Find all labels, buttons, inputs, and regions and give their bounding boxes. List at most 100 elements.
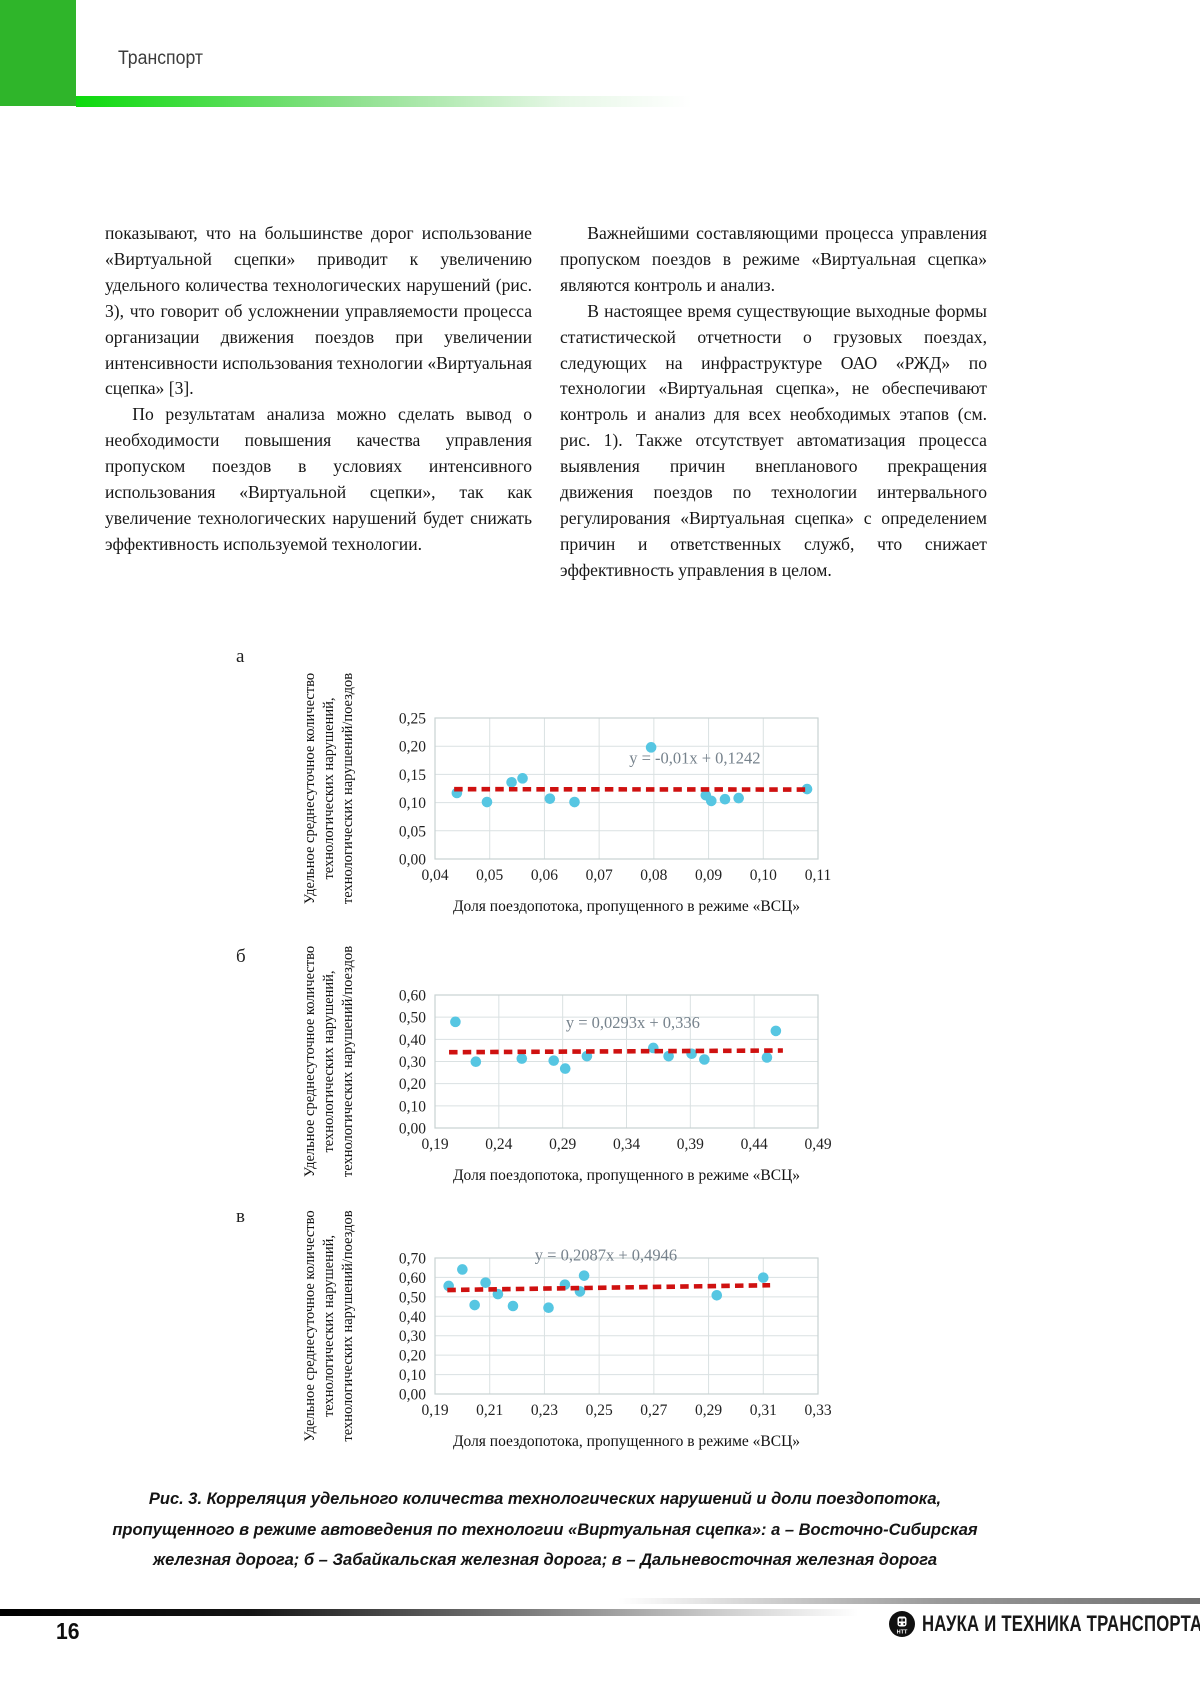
- x-tick-label: 0,27: [640, 1402, 667, 1419]
- data-point: [645, 742, 657, 753]
- scatter-chart-в: 0,19 0,21 0,23 0,25 0,27 0,29 0,31 0,33 0,00 0,10…: [302, 1210, 832, 1450]
- x-tick-label: 0,06: [531, 867, 558, 884]
- y-tick-label: 0,30: [399, 1328, 426, 1345]
- header-green-block: [0, 0, 76, 106]
- x-tick-label: 0,31: [750, 1402, 777, 1419]
- text-column-left: показывают, что на большинстве дорог исп…: [105, 221, 532, 584]
- y-axis-title-line: Удельное среднесуточное количество: [302, 673, 318, 904]
- data-point: [757, 1272, 769, 1283]
- trend-equation: y = 0,2087x + 0,4946: [535, 1245, 677, 1264]
- x-tick-label: 0,11: [805, 867, 832, 884]
- footer-rule-main: [0, 1609, 885, 1616]
- text-column-right: Важнейшими составляющими процесса управл…: [560, 221, 987, 584]
- y-tick-label: 0,10: [399, 1367, 426, 1384]
- data-point: [450, 1016, 461, 1028]
- x-tick-label: 0,04: [421, 867, 448, 884]
- y-tick-label: 0,40: [399, 1309, 426, 1326]
- data-point: [578, 1270, 590, 1281]
- y-axis-title-line: технологических нарушений/поездов: [340, 1210, 356, 1441]
- page-number: 16: [56, 1618, 80, 1644]
- y-tick-label: 0,10: [399, 1098, 426, 1115]
- y-tick-label: 0,70: [399, 1251, 426, 1268]
- x-tick-label: 0,49: [804, 1136, 831, 1153]
- y-tick-label: 0,30: [399, 1054, 426, 1071]
- data-point: [559, 1063, 571, 1074]
- data-point: [719, 793, 731, 805]
- y-tick-label: 0,50: [399, 1289, 426, 1306]
- data-point: [548, 1055, 560, 1066]
- y-tick-label: 0,25: [399, 711, 426, 728]
- data-point: [761, 1052, 773, 1063]
- panel-label-b: б: [236, 946, 246, 967]
- y-tick-label: 0,60: [399, 988, 426, 1005]
- y-axis-title-line: технологических нарушений/поездов: [340, 673, 356, 904]
- y-tick-label: 0,40: [399, 1032, 426, 1049]
- header-gradient-bar: [76, 96, 724, 107]
- x-tick-label: 0,33: [804, 1402, 831, 1419]
- x-tick-label: 0,07: [586, 867, 613, 884]
- panel-label-a: а: [236, 646, 245, 667]
- data-point: [480, 1277, 491, 1288]
- y-tick-label: 0,05: [399, 823, 426, 840]
- data-point: [469, 1299, 480, 1311]
- y-tick-label: 0,15: [399, 767, 426, 784]
- footer-rule-top: [618, 1598, 1200, 1604]
- y-axis-title-line: Удельное среднесуточное количество: [302, 1210, 318, 1441]
- x-tick-label: 0,10: [750, 867, 777, 884]
- x-tick-label: 0,09: [695, 867, 722, 884]
- journal-brand: НТТ НАУКА И ТЕХНИКА ТРАНСПОРТА: [888, 1610, 1200, 1638]
- data-point: [699, 1054, 710, 1065]
- paragraph: показывают, что на большинстве дорог исп…: [105, 223, 532, 399]
- data-point: [507, 1300, 519, 1312]
- x-tick-label: 0,44: [741, 1136, 768, 1153]
- y-axis-title-line: технологических нарушений,: [321, 1235, 337, 1417]
- y-tick-label: 0,20: [399, 1348, 426, 1365]
- plot-border: [434, 717, 819, 860]
- x-tick-label: 0,21: [476, 1402, 503, 1419]
- x-axis-title: Доля поездопотока, пропущенного в режиме…: [453, 898, 800, 915]
- ntt-logo-text: НТТ: [897, 1630, 908, 1636]
- scatter-chart-б: 0,19 0,24 0,29 0,34 0,39 0,44 0,49 0,00 0,10 0,20…: [302, 946, 832, 1184]
- trend-equation: y = -0,01x + 0,1242: [629, 749, 760, 768]
- y-tick-label: 0,00: [399, 1387, 426, 1404]
- plot-border: [434, 994, 819, 1129]
- ntt-logo-icon: НТТ: [889, 1611, 915, 1637]
- x-tick-label: 0,19: [421, 1402, 448, 1419]
- y-tick-label: 0,20: [399, 1076, 426, 1093]
- data-point: [470, 1056, 482, 1068]
- x-tick-label: 0,23: [531, 1402, 558, 1419]
- x-tick-label: 0,34: [613, 1136, 640, 1153]
- trend-line: [447, 1282, 771, 1293]
- x-tick-label: 0,19: [421, 1136, 448, 1153]
- scatter-chart-а: 0,04 0,05 0,06 0,07 0,08 0,09 0,10 0,11 0,00 0,05…: [302, 673, 832, 915]
- trend-line: [449, 1048, 783, 1055]
- x-tick-label: 0,08: [640, 867, 667, 884]
- article-body: показывают, что на большинстве дорог исп…: [105, 221, 987, 584]
- y-tick-label: 0,50: [399, 1010, 426, 1027]
- figure-caption: Рис. 3. Корреляция удельного количества …: [112, 1490, 978, 1569]
- y-tick-label: 0,20: [399, 739, 426, 756]
- data-point: [543, 1302, 554, 1314]
- y-axis-title-line: технологических нарушений,: [321, 970, 337, 1152]
- paragraph: По результатам анализа можно сделать выв…: [105, 404, 532, 554]
- y-axis-title-line: технологических нарушений,: [321, 697, 337, 879]
- data-point: [733, 792, 744, 804]
- data-point: [770, 1025, 782, 1037]
- data-point: [516, 1053, 528, 1064]
- panel-label-v: в: [236, 1206, 245, 1227]
- y-axis-title-line: технологических нарушений/поездов: [340, 946, 356, 1177]
- x-tick-label: 0,39: [677, 1136, 704, 1153]
- y-tick-label: 0,60: [399, 1270, 426, 1287]
- data-point: [544, 793, 556, 804]
- x-tick-label: 0,05: [476, 867, 503, 884]
- section-title: Транспорт: [118, 48, 203, 69]
- x-tick-label: 0,29: [549, 1136, 576, 1153]
- x-tick-label: 0,24: [485, 1136, 512, 1153]
- x-axis-title: Доля поездопотока, пропущенного в режиме…: [453, 1167, 800, 1184]
- data-point: [506, 776, 517, 788]
- x-axis-title: Доля поездопотока, пропущенного в режиме…: [453, 1433, 800, 1450]
- data-point: [711, 1290, 723, 1301]
- y-axis-title-line: Удельное среднесуточное количество: [302, 946, 318, 1177]
- data-point: [481, 796, 493, 808]
